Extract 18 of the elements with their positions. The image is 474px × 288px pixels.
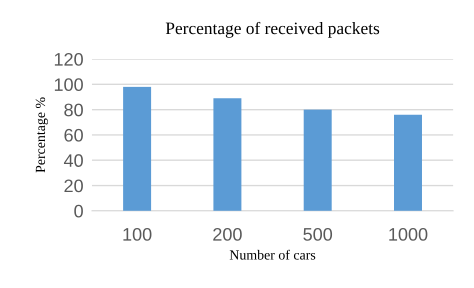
y-tick-label: 0 bbox=[74, 204, 83, 218]
x-tick-label: 1000 bbox=[389, 228, 428, 241]
bar bbox=[394, 114, 422, 211]
y-axis-title: Percentage % bbox=[36, 97, 48, 173]
x-tick-label: 500 bbox=[303, 228, 332, 241]
y-tick-label: 60 bbox=[64, 128, 83, 142]
x-tick-label: 200 bbox=[213, 228, 242, 241]
y-tick-label: 80 bbox=[64, 104, 83, 116]
bar bbox=[213, 98, 242, 211]
y-tick-label: 40 bbox=[64, 154, 83, 167]
y-tick-label: 100 bbox=[54, 78, 83, 92]
x-tick-label: 100 bbox=[123, 228, 152, 241]
y-tick-label: 120 bbox=[54, 52, 83, 66]
y-tick-label: 20 bbox=[64, 179, 83, 192]
chart-title: Percentage of received packets bbox=[166, 22, 380, 38]
bar bbox=[123, 86, 152, 211]
x-axis-title: Number of cars bbox=[230, 250, 316, 260]
bar bbox=[304, 110, 332, 211]
